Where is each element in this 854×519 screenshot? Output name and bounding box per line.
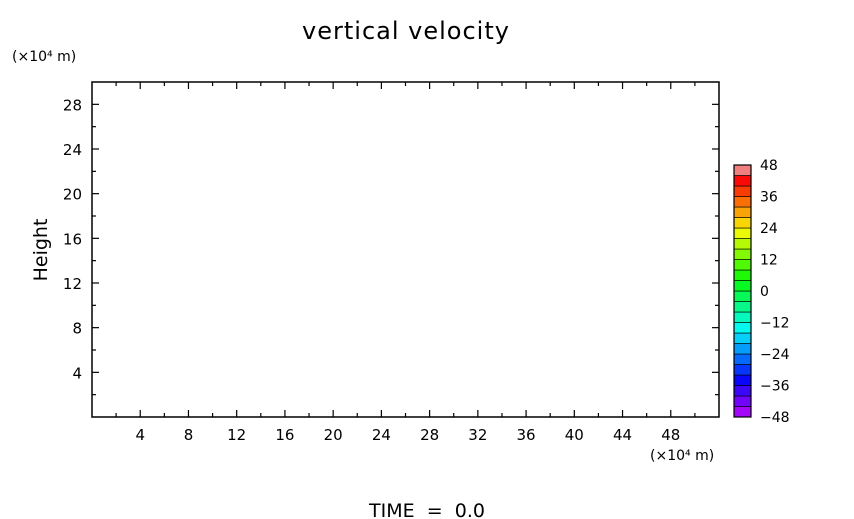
colorbar-label: −24 [760, 347, 790, 363]
colorbar-segment [733, 322, 752, 334]
colorbar-segment [733, 227, 752, 239]
x-tick-label: 12 [227, 426, 246, 444]
colorbar-label: 24 [760, 221, 778, 237]
y-axis-unit-label: (×10⁴ m) [12, 49, 76, 65]
x-tick-label: 32 [468, 426, 487, 444]
colorbar-label: −48 [760, 410, 790, 426]
colorbar-segment [733, 395, 752, 407]
x-tick-label: 4 [135, 426, 145, 444]
colorbar-segment [733, 269, 752, 281]
x-tick-label: 16 [275, 426, 294, 444]
y-axis-ticks: 4 8 12 16 20 24 28 [63, 96, 719, 396]
y-tick-label: 24 [63, 141, 82, 159]
colorbar-segment [733, 343, 752, 355]
colorbar-label: 0 [760, 284, 769, 300]
x-tick-label: 48 [661, 426, 680, 444]
colorbar: 48 36 24 12 0 −12 −24 −36 −48 [733, 158, 790, 426]
chart-title: vertical velocity [302, 17, 510, 45]
colorbar-segment [733, 206, 752, 218]
x-tick-label: 40 [565, 426, 584, 444]
x-tick-label: 20 [324, 426, 343, 444]
plot-area [91, 81, 720, 418]
colorbar-segment [733, 238, 752, 250]
x-tick-label: 8 [184, 426, 194, 444]
colorbar-segment [733, 406, 752, 418]
colorbar-segment [733, 185, 752, 197]
colorbar-label: −12 [760, 316, 790, 332]
y-tick-label: 28 [63, 96, 82, 114]
colorbar-segment [733, 353, 752, 365]
y-tick-label: 8 [72, 320, 82, 338]
colorbar-segment [733, 164, 752, 176]
colorbar-segment [733, 259, 752, 271]
x-tick-label: 36 [517, 426, 536, 444]
x-tick-label: 28 [420, 426, 439, 444]
colorbar-label: 36 [760, 190, 778, 206]
colorbar-segment [733, 332, 752, 344]
time-label: TIME = 0.0 [368, 500, 485, 519]
x-axis-ticks: 4 8 12 16 20 24 28 32 36 40 44 48 [115, 82, 696, 444]
colorbar-segment [733, 301, 752, 313]
y-tick-label: 20 [63, 186, 82, 204]
x-axis-unit-label: (×10⁴ m) [650, 448, 714, 464]
colorbar-segment [733, 374, 752, 386]
colorbar-segment [733, 196, 752, 208]
y-tick-label: 4 [72, 364, 82, 382]
y-tick-label: 16 [63, 230, 82, 248]
colorbar-label: 12 [760, 253, 778, 269]
x-tick-label: 44 [613, 426, 632, 444]
colorbar-segment [733, 175, 752, 187]
colorbar-segment [733, 364, 752, 376]
colorbar-segment [733, 280, 752, 292]
colorbar-label: −36 [760, 379, 790, 395]
x-tick-label: 24 [372, 426, 391, 444]
colorbar-segment [733, 217, 752, 229]
colorbar-label: 48 [760, 158, 778, 174]
colorbar-segment [733, 311, 752, 323]
colorbar-segment [733, 290, 752, 302]
y-tick-label: 12 [63, 275, 82, 293]
y-axis-label: Height [30, 219, 52, 282]
colorbar-segment [733, 385, 752, 397]
colorbar-frame [733, 164, 752, 418]
colorbar-segment [733, 248, 752, 260]
